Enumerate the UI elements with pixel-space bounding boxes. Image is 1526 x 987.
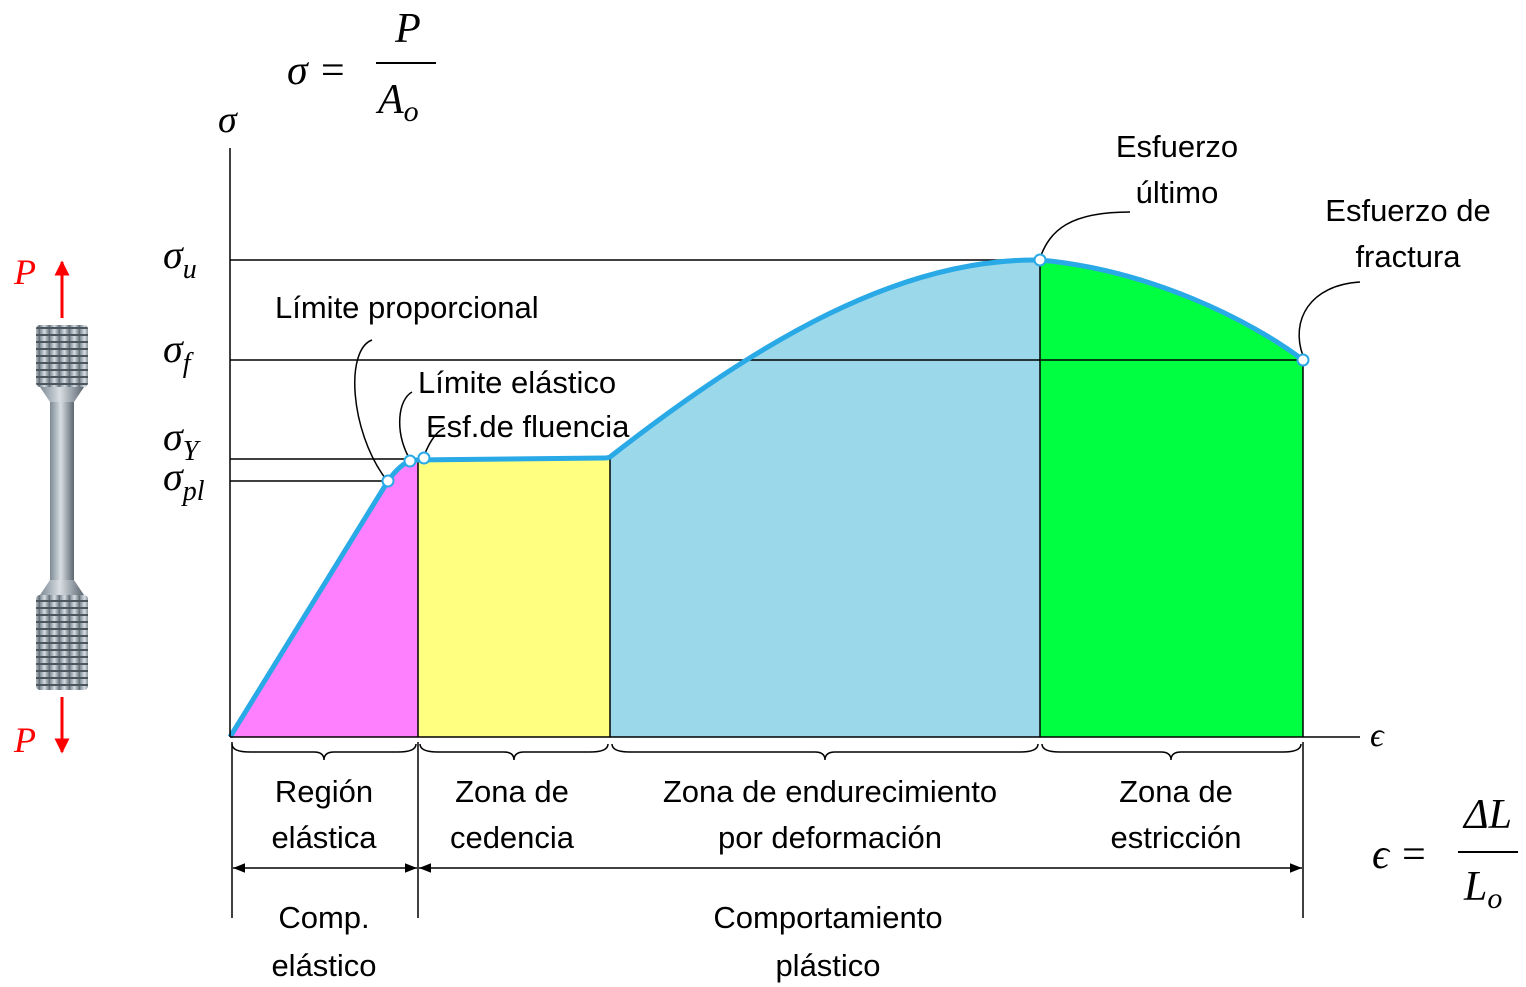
zone-label: Zona de <box>1119 774 1233 809</box>
point <box>381 474 395 488</box>
behavior-label: plástico <box>775 948 880 983</box>
annotation: Esfuerzo de <box>1325 193 1490 228</box>
stress-formula: σ = P Ao <box>287 6 436 128</box>
point <box>1033 253 1047 267</box>
group: Límite proporcional Límite elástico Esf.… <box>275 129 1491 444</box>
strain-formula: ϵ = ΔL Lo <box>1372 792 1518 915</box>
symbol: σ <box>163 326 184 371</box>
denominator: Ao <box>375 77 419 128</box>
hardening-region <box>610 259 1040 737</box>
numerator: P <box>394 6 421 52</box>
subscript: u <box>183 254 197 285</box>
zone-label: Zona de <box>455 774 569 809</box>
leader <box>1039 211 1131 259</box>
symbol: σ <box>163 232 184 277</box>
annotation: Límite elástico <box>418 365 616 400</box>
annotation: Esfuerzo <box>1116 129 1238 164</box>
formula-lhs: σ = <box>287 48 347 94</box>
numerator: ΔL <box>1462 792 1512 838</box>
gauge <box>50 402 74 580</box>
necking-region <box>1040 260 1303 737</box>
subscript: o <box>404 95 419 128</box>
zone-label: cedencia <box>450 820 575 855</box>
leader <box>1298 281 1361 357</box>
load-label: P <box>13 720 36 760</box>
leader <box>354 339 386 479</box>
subscript: Y <box>183 436 202 467</box>
thread <box>36 595 88 690</box>
brace <box>611 743 1039 761</box>
points <box>381 253 1310 488</box>
leader <box>398 391 413 457</box>
level-label: σf <box>163 326 194 379</box>
subscript: f <box>183 348 194 379</box>
group: σu σf σY σpl <box>163 232 205 507</box>
load-label: P <box>13 252 36 292</box>
denominator: Lo <box>1463 864 1502 915</box>
base: A <box>375 77 404 123</box>
symbol: σ <box>163 414 184 459</box>
annotation: último <box>1136 175 1219 210</box>
zone-label: estricción <box>1111 820 1242 855</box>
formula-lhs: ϵ = <box>1372 832 1428 878</box>
symbol: σ <box>163 454 184 499</box>
subscript: pl <box>181 476 205 507</box>
brace <box>231 743 417 761</box>
point <box>403 454 417 468</box>
leaders <box>354 211 1361 479</box>
annotation: Límite proporcional <box>275 290 539 325</box>
brace <box>1041 743 1302 761</box>
shoulder <box>40 580 84 595</box>
zone-label: elástica <box>271 820 377 855</box>
subscript: o <box>1487 882 1502 915</box>
behavior-label: elástico <box>271 948 376 983</box>
level-label: σpl <box>163 454 205 507</box>
specimen: P P <box>13 252 88 760</box>
x-axis-label: ϵ <box>1370 717 1385 754</box>
zone-label: Zona de endurecimiento <box>663 774 997 809</box>
shoulder <box>40 387 84 402</box>
point <box>1296 353 1310 367</box>
zone-label: Región <box>275 774 373 809</box>
yield-region <box>418 459 610 737</box>
level-label: σY <box>163 414 202 467</box>
zone-label: por deformación <box>718 820 942 855</box>
brace <box>419 743 609 761</box>
annotation: Esf.de fluencia <box>426 409 630 444</box>
y-axis-label: σ <box>218 99 238 141</box>
elastic-region <box>230 460 418 737</box>
behavior-label: Comportamiento <box>713 900 942 935</box>
annotation: fractura <box>1355 239 1461 274</box>
point <box>417 451 431 465</box>
braces <box>231 742 1304 918</box>
region-borders <box>230 259 1304 737</box>
base: L <box>1463 864 1487 910</box>
group: Región elástica Zona de cedencia Zona de… <box>271 774 1241 983</box>
thread <box>36 325 88 387</box>
level-label: σu <box>163 232 197 285</box>
behavior-label: Comp. <box>278 900 369 935</box>
